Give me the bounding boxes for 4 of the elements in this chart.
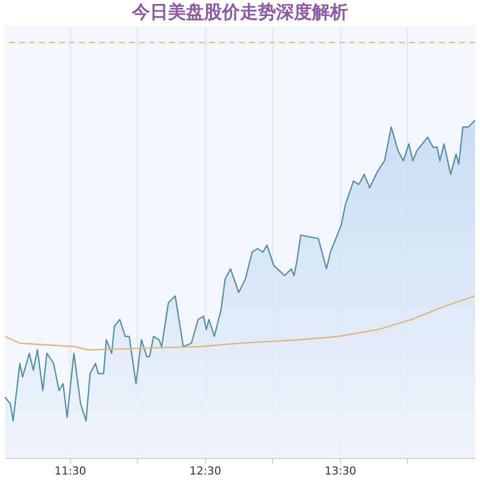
x-tick-label: 12:30	[190, 464, 222, 478]
chart-title: 今日美盘股价走势深度解析	[131, 2, 348, 23]
x-tick-label: 11:30	[54, 464, 86, 478]
x-tick-label: 13:30	[324, 464, 356, 478]
